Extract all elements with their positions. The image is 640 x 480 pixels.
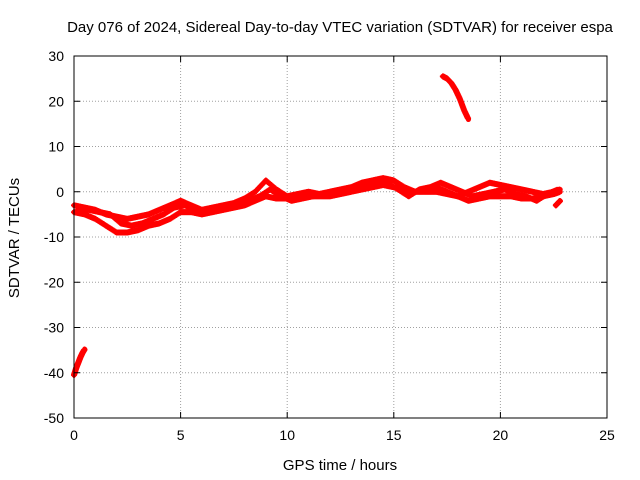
y-tick-label: -10: [44, 229, 64, 245]
data-points: [71, 73, 563, 379]
grid-lines: [74, 56, 607, 418]
series-track-early-low: [71, 346, 88, 379]
chart-title: Day 076 of 2024, Sidereal Day-to-day VTE…: [67, 19, 613, 36]
y-tick-label: 30: [48, 48, 64, 64]
series-track-end-short: [552, 197, 563, 209]
x-tick-label: 5: [177, 427, 185, 443]
data-point: [557, 198, 563, 204]
x-tick-label: 15: [386, 427, 402, 443]
data-point: [465, 116, 472, 122]
y-tick-label: -30: [44, 320, 64, 336]
series-track-main-c: [75, 179, 561, 229]
x-axis-label: GPS time / hours: [283, 457, 397, 474]
axis-ticks: [73, 55, 608, 419]
tick-labels: 0 5 10 15 20 25 -50 -40 -30 -20 -10 0 10 20 30: [44, 48, 615, 443]
data-point: [555, 186, 561, 193]
x-tick-label: 10: [279, 427, 295, 443]
y-tick-label: -40: [44, 365, 64, 381]
data-point: [82, 346, 88, 352]
y-tick-label: 10: [48, 139, 64, 155]
x-tick-label: 25: [599, 427, 615, 443]
x-tick-label: 20: [493, 427, 509, 443]
y-tick-label: 0: [56, 184, 64, 200]
series-track-upper-arc: [439, 73, 472, 122]
y-tick-label: 20: [48, 93, 64, 109]
y-tick-label: -50: [44, 410, 64, 426]
x-tick-label: 0: [70, 427, 78, 443]
y-axis-label: SDTVAR / TECUs: [6, 178, 23, 298]
y-tick-label: -20: [44, 274, 64, 290]
